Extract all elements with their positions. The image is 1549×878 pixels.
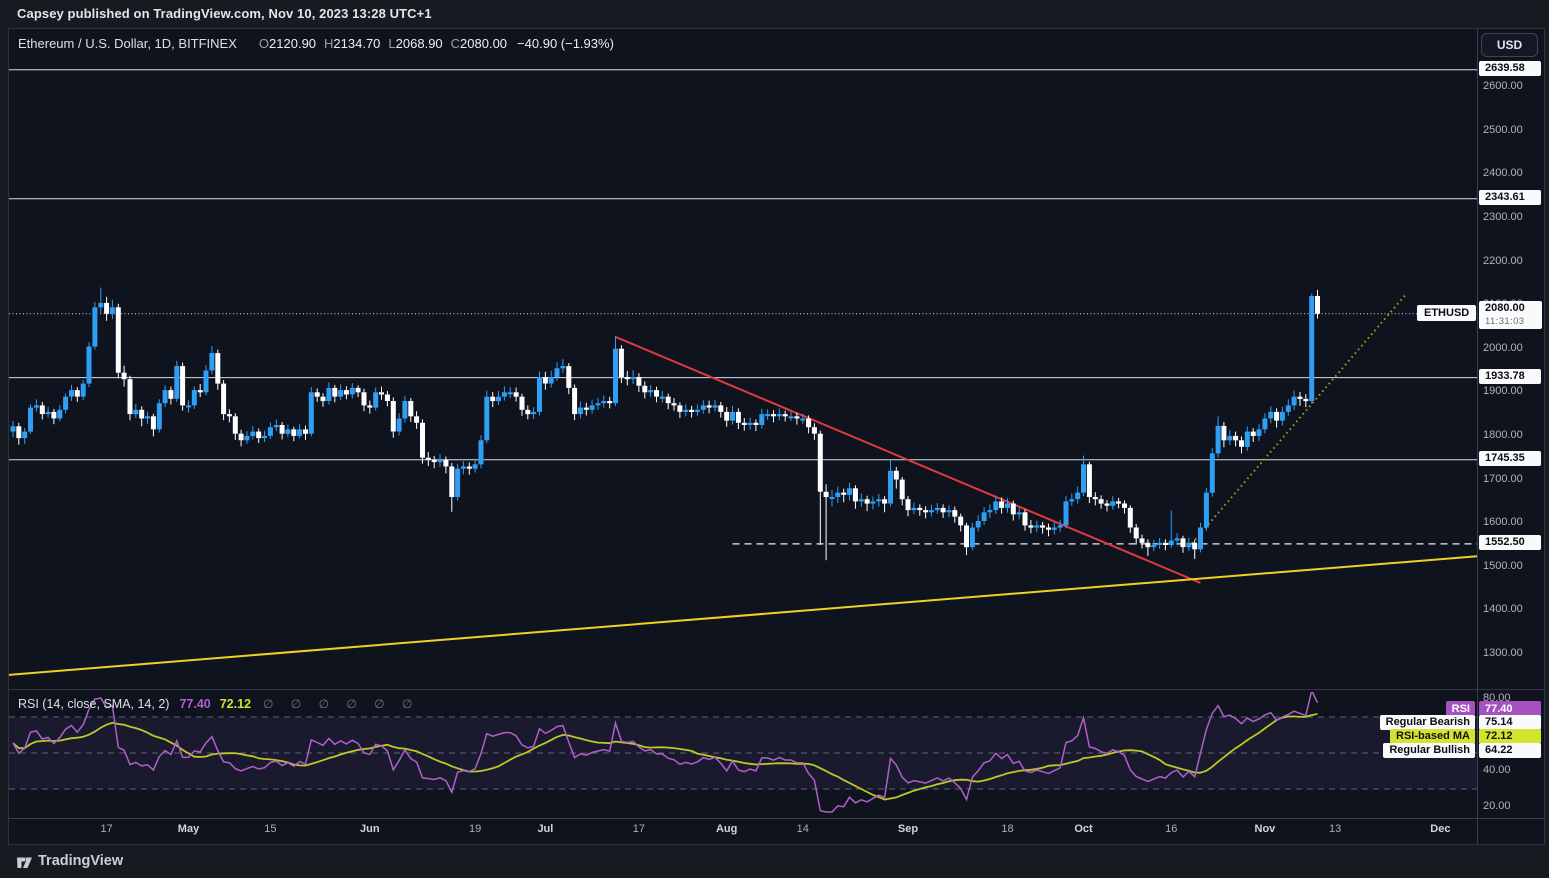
symbol-price-tag: ETHUSD (1417, 304, 1477, 321)
rsi-axis-label: 40.00 (1483, 764, 1511, 776)
time-axis-label: Aug (715, 823, 738, 835)
price-axis-label: 1700.00 (1483, 472, 1523, 485)
time-axis-label: 13 (1328, 823, 1342, 835)
price-axis-label: 1600.00 (1483, 516, 1523, 529)
symbol-legend: Ethereum / U.S. Dollar, 1D, BITFINEX O212… (18, 36, 614, 51)
rsi-legend-title: RSI (14, close, SMA, 14, 2) (18, 697, 170, 711)
rsi-ma-line (12, 713, 1318, 801)
rsi-indicator-name-tag: Regular Bearish (1379, 714, 1475, 730)
time-axis-label: 17 (632, 823, 646, 835)
ohlc-open-label: O (258, 36, 270, 51)
bullish-trendline (1188, 294, 1407, 548)
price-level-tag: 2639.58 (1479, 60, 1541, 76)
ohlc-low-value: 2068.90 (395, 36, 443, 51)
price-axis-label: 2000.00 (1483, 341, 1523, 354)
ohlc-high-value: 2134.70 (333, 36, 381, 51)
bar-countdown: 11:31:03 (1485, 315, 1525, 327)
rsi-indicator-value-tag: 64.22 (1479, 742, 1541, 758)
time-axis-label: Jul (537, 823, 554, 835)
chart-frame: 2600.002500.002400.002300.002200.002100.… (8, 28, 1545, 845)
change-value: −40.90 (−1.93%) (517, 36, 614, 51)
rsi-ma-legend-value: 72.12 (219, 697, 252, 711)
price-axis-label: 2300.00 (1483, 210, 1523, 223)
time-axis-label: Nov (1254, 823, 1276, 835)
rsi-indicator-name-tag: RSI-based MA (1390, 728, 1475, 744)
price-level-tag: 2343.61 (1479, 189, 1541, 205)
bearish-trendline (615, 335, 1201, 584)
time-axis-label: Jun (360, 823, 380, 835)
price-axis-label: 1800.00 (1483, 428, 1523, 441)
time-axis-label: Sep (897, 823, 919, 835)
price-axis-label: 2500.00 (1483, 123, 1523, 136)
footer-bar: TradingView (0, 845, 1549, 878)
time-axis-label: 15 (264, 823, 277, 835)
rsi-hidden-levels: ∅ ∅ ∅ ∅ ∅ ∅ (263, 697, 420, 711)
price-axis-label: 2200.00 (1483, 254, 1523, 267)
rsi-indicator-value-tag: 72.12 (1479, 728, 1541, 744)
chart-overlays: 2600.002500.002400.002300.002200.002100.… (9, 29, 1544, 844)
rsi-indicator-value-tag: 77.40 (1479, 701, 1541, 716)
rsi-legend: RSI (14, close, SMA, 14, 2) 77.40 72.12 ∅ ∅… (18, 697, 419, 711)
rsi-line (12, 692, 1319, 813)
currency-toggle-button[interactable]: USD (1481, 33, 1538, 57)
ohlc-high-label: H (324, 36, 334, 51)
time-axis-label: Dec (1430, 823, 1451, 835)
rsi-indicator-value-tag: 75.14 (1479, 714, 1541, 730)
symbol-title: Ethereum / U.S. Dollar, 1D, BITFINEX (18, 36, 237, 51)
price-level-tag: 1745.35 (1479, 450, 1541, 466)
time-axis-label: 18 (1001, 823, 1014, 835)
time-axis-label: 14 (796, 823, 809, 835)
current-price-tag: 2080.00 11:31:03 (1479, 300, 1542, 329)
time-axis-label: 17 (100, 823, 113, 835)
candlestick-series (10, 287, 1320, 561)
publisher-text: Capsey published on TradingView.com, Nov… (17, 6, 432, 21)
rsi-axis-label: 20.00 (1483, 800, 1511, 812)
ohlc-close-value: 2080.00 (460, 36, 508, 51)
price-axis-label: 1500.00 (1483, 559, 1523, 572)
price-axis-label: 2600.00 (1483, 80, 1523, 92)
price-level-tag: 1552.50 (1479, 534, 1541, 550)
price-axis-label: 1900.00 (1483, 385, 1523, 398)
price-axis-label: 1400.00 (1483, 603, 1523, 616)
time-axis-label: May (177, 823, 200, 835)
price-axis-label: 2400.00 (1483, 167, 1523, 180)
publisher-bar: Capsey published on TradingView.com, Nov… (0, 0, 1549, 28)
time-axis-label: Oct (1074, 823, 1093, 835)
long-term-support (9, 555, 1477, 676)
price-level-tag: 1933.78 (1479, 368, 1541, 384)
rsi-indicator-name-tag: RSI (1445, 701, 1475, 716)
tradingview-brand-text: TradingView (38, 853, 124, 869)
time-axis-label: 19 (468, 823, 482, 835)
rsi-legend-value: 77.40 (179, 697, 211, 711)
ohlc-close-label: C (450, 36, 461, 51)
time-axis-label: 16 (1165, 823, 1178, 835)
price-axis-label: 1300.00 (1483, 647, 1523, 659)
tradingview-logo-icon (17, 857, 32, 868)
ohlc-open-value: 2120.90 (269, 36, 317, 51)
ohlc-low-label: L (388, 36, 396, 51)
chart-canvas[interactable] (9, 29, 1544, 844)
rsi-indicator-name-tag: Regular Bullish (1383, 742, 1475, 758)
